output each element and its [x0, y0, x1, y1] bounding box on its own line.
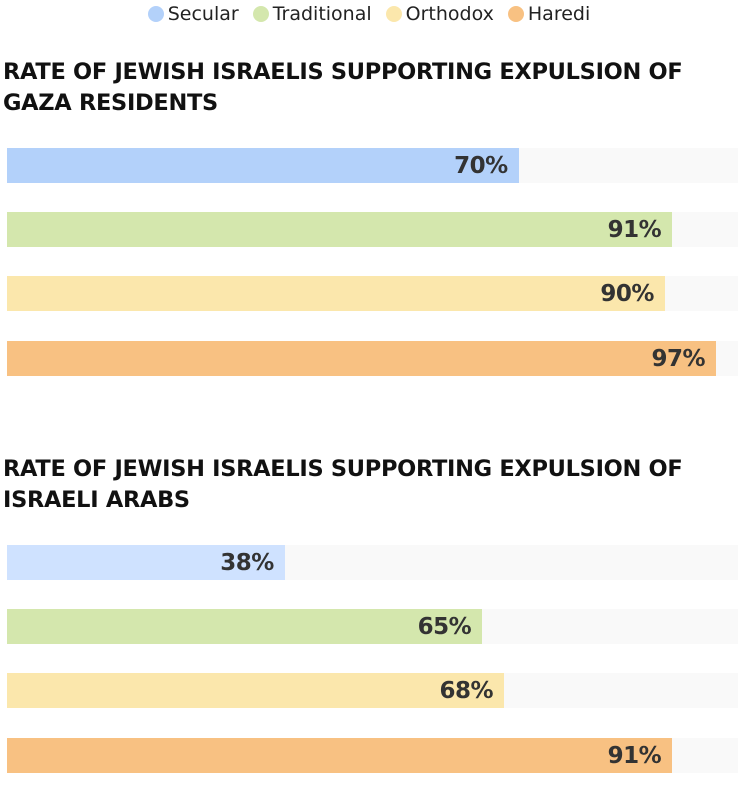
- data-label: 91%: [607, 216, 662, 243]
- bar-track: 65%: [7, 609, 738, 644]
- legend-label: Haredi: [527, 3, 591, 25]
- legend-label: Traditional: [272, 3, 372, 25]
- data-label: 70%: [454, 152, 508, 179]
- bar-track: 38%: [7, 545, 738, 580]
- data-label: 97%: [651, 345, 706, 372]
- legend-dot-icon: [147, 6, 164, 22]
- legend-dot-icon: [507, 6, 524, 22]
- chart-title-gaza: RATE OF JEWISH ISRAELIS SUPPORTING EXPUL…: [3, 59, 683, 116]
- bar-orthodox: 68%: [7, 673, 505, 708]
- bar-track: 97%: [7, 341, 738, 376]
- bar-track: 91%: [7, 212, 738, 247]
- bar-traditional: 91%: [7, 212, 673, 247]
- bar-secular: 38%: [7, 545, 285, 580]
- data-label: 90%: [600, 280, 654, 307]
- legend-item[interactable]: Secular: [147, 3, 239, 25]
- bar-traditional: 65%: [7, 609, 483, 644]
- data-label: 68%: [439, 677, 494, 704]
- bar-haredi: 91%: [7, 738, 673, 773]
- legend: Secular Traditional Orthodox Haredi: [0, 3, 738, 25]
- legend-label: Orthodox: [405, 3, 494, 25]
- legend-item[interactable]: Orthodox: [385, 3, 494, 25]
- bar-haredi: 97%: [7, 341, 717, 376]
- chart-title-arabs: RATE OF JEWISH ISRAELIS SUPPORTING EXPUL…: [3, 456, 683, 513]
- data-label: 65%: [417, 613, 472, 640]
- bar-track: 90%: [7, 276, 738, 311]
- legend-item[interactable]: Traditional: [252, 3, 372, 25]
- legend-label: Secular: [167, 3, 239, 25]
- bar-track: 91%: [7, 738, 738, 773]
- bar-track: 68%: [7, 673, 738, 708]
- data-label: 38%: [220, 549, 274, 576]
- bar-track: 70%: [7, 148, 738, 183]
- legend-dot-icon: [385, 6, 402, 22]
- data-label: 91%: [607, 742, 662, 769]
- legend-item[interactable]: Haredi: [507, 3, 591, 25]
- bar-orthodox: 90%: [7, 276, 665, 311]
- legend-dot-icon: [252, 6, 269, 22]
- bar-secular: 70%: [7, 148, 519, 183]
